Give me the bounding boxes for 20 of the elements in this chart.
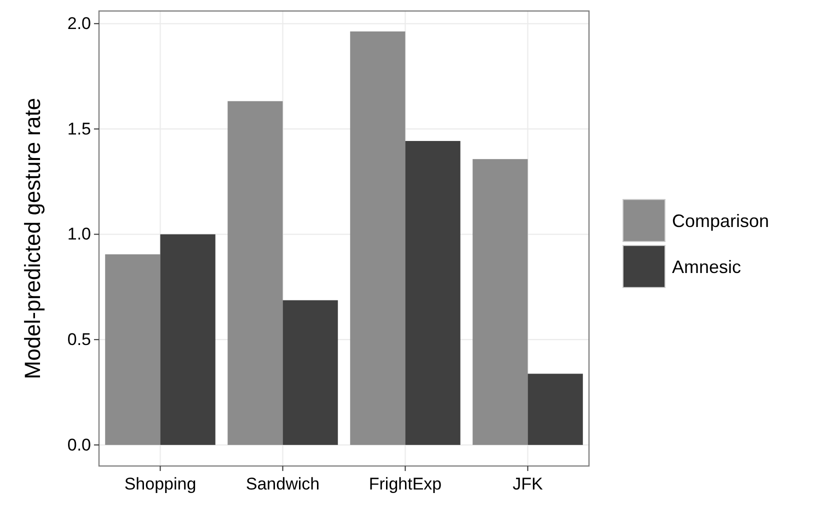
- legend-label: Comparison: [672, 210, 770, 231]
- y-tick-label: 0.5: [67, 330, 91, 350]
- y-tick-label: 1.5: [67, 119, 91, 138]
- x-tick-label: FrightExp: [368, 474, 442, 494]
- y-tick-label: 2.0: [67, 14, 91, 34]
- legend-label: Amnesic: [672, 256, 742, 277]
- x-tick-label: JFK: [512, 474, 544, 494]
- y-axis-title: Model-predicted gesture rate: [20, 98, 45, 380]
- bar: [528, 374, 583, 445]
- bar: [228, 101, 283, 445]
- bar: [472, 159, 528, 445]
- bar: [350, 31, 406, 445]
- y-tick-label: 1.0: [67, 224, 91, 244]
- bar: [160, 234, 216, 445]
- bar: [282, 300, 338, 445]
- x-tick-label: Shopping: [124, 474, 196, 494]
- bar: [105, 254, 160, 445]
- bar: [405, 140, 460, 445]
- x-tick-label: Sandwich: [246, 474, 320, 494]
- y-tick-label: 0.0: [67, 435, 91, 454]
